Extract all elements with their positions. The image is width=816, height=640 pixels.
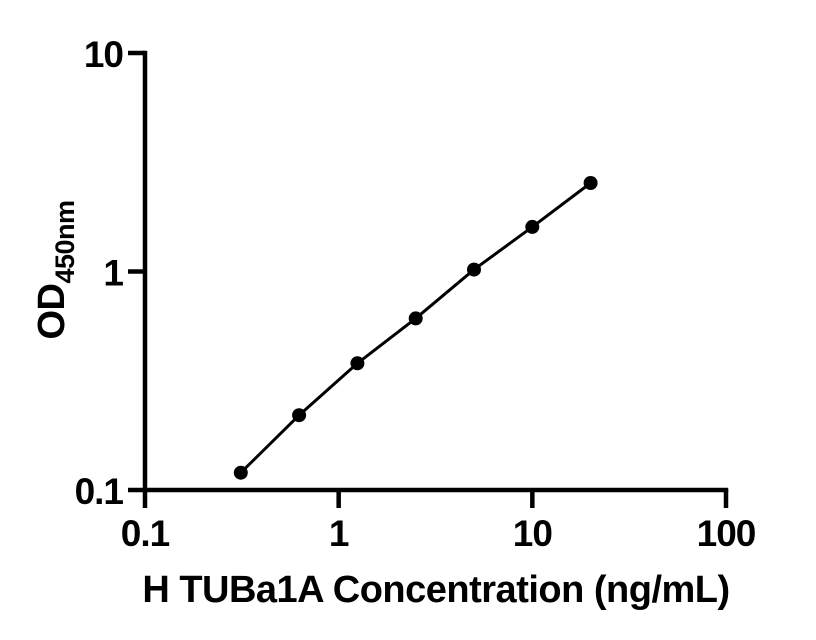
x-axis-tick-label: 0.1 bbox=[121, 513, 170, 554]
x-axis-tick-label: 100 bbox=[697, 513, 756, 554]
data-point-marker bbox=[292, 408, 307, 423]
data-point-marker bbox=[525, 219, 540, 234]
x-axis-title: H TUBa1A Concentration (ng/mL) bbox=[142, 569, 729, 611]
data-point-marker bbox=[467, 262, 481, 277]
y-axis-tick-label: 10 bbox=[84, 34, 124, 75]
axis-frame bbox=[142, 50, 729, 493]
x-axis-tick-label: 1 bbox=[329, 513, 349, 554]
y-axis-title-subscript: 450nm bbox=[50, 200, 80, 283]
data-series bbox=[233, 176, 598, 480]
axes: 0.1 1 10 0.1 1 10 100 bbox=[75, 34, 757, 554]
data-point-marker bbox=[233, 465, 248, 480]
y-axis-title-main: OD bbox=[31, 284, 73, 340]
x-axis-tick-label: 10 bbox=[513, 513, 553, 554]
data-point-marker bbox=[583, 176, 598, 190]
data-point-marker bbox=[408, 311, 423, 326]
y-axis-title: OD450nm bbox=[31, 200, 80, 339]
y-axis-tick-label: 1 bbox=[103, 253, 123, 294]
y-axis-tick-label: 0.1 bbox=[75, 471, 124, 512]
data-point-marker bbox=[350, 356, 365, 371]
